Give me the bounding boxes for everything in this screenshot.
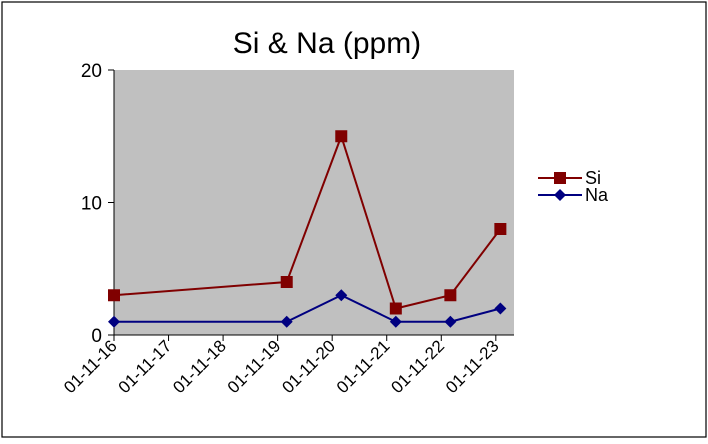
- y-axis-ticks: 0 10 20: [81, 61, 114, 347]
- data-point-si: [494, 223, 507, 235]
- data-point-si: [108, 289, 120, 302]
- data-point-na: [280, 315, 293, 328]
- series-si: [108, 130, 507, 315]
- series-line-si: [113, 133, 502, 310]
- data-point-na: [444, 315, 457, 328]
- data-point-si: [389, 302, 402, 315]
- legend-marker-na: [554, 189, 566, 201]
- y-tick-label: 10: [81, 194, 102, 215]
- legend-label-si: Si: [585, 168, 601, 188]
- data-point-na: [108, 315, 120, 328]
- series-line-na: [114, 294, 501, 323]
- chart-title: Si & Na (ppm): [233, 27, 421, 60]
- data-point-si: [335, 130, 348, 143]
- legend-marker-si: [554, 172, 566, 184]
- y-tick-label: 20: [81, 61, 102, 82]
- data-point-na: [494, 302, 507, 315]
- series-na: [108, 289, 507, 328]
- y-tick-label: 0: [91, 326, 102, 347]
- data-point-na: [389, 315, 402, 328]
- legend-label-na: Na: [585, 185, 609, 205]
- series-layer: [108, 130, 507, 328]
- data-point-si: [444, 289, 457, 302]
- data-point-si: [280, 276, 293, 288]
- data-point-na: [335, 289, 348, 302]
